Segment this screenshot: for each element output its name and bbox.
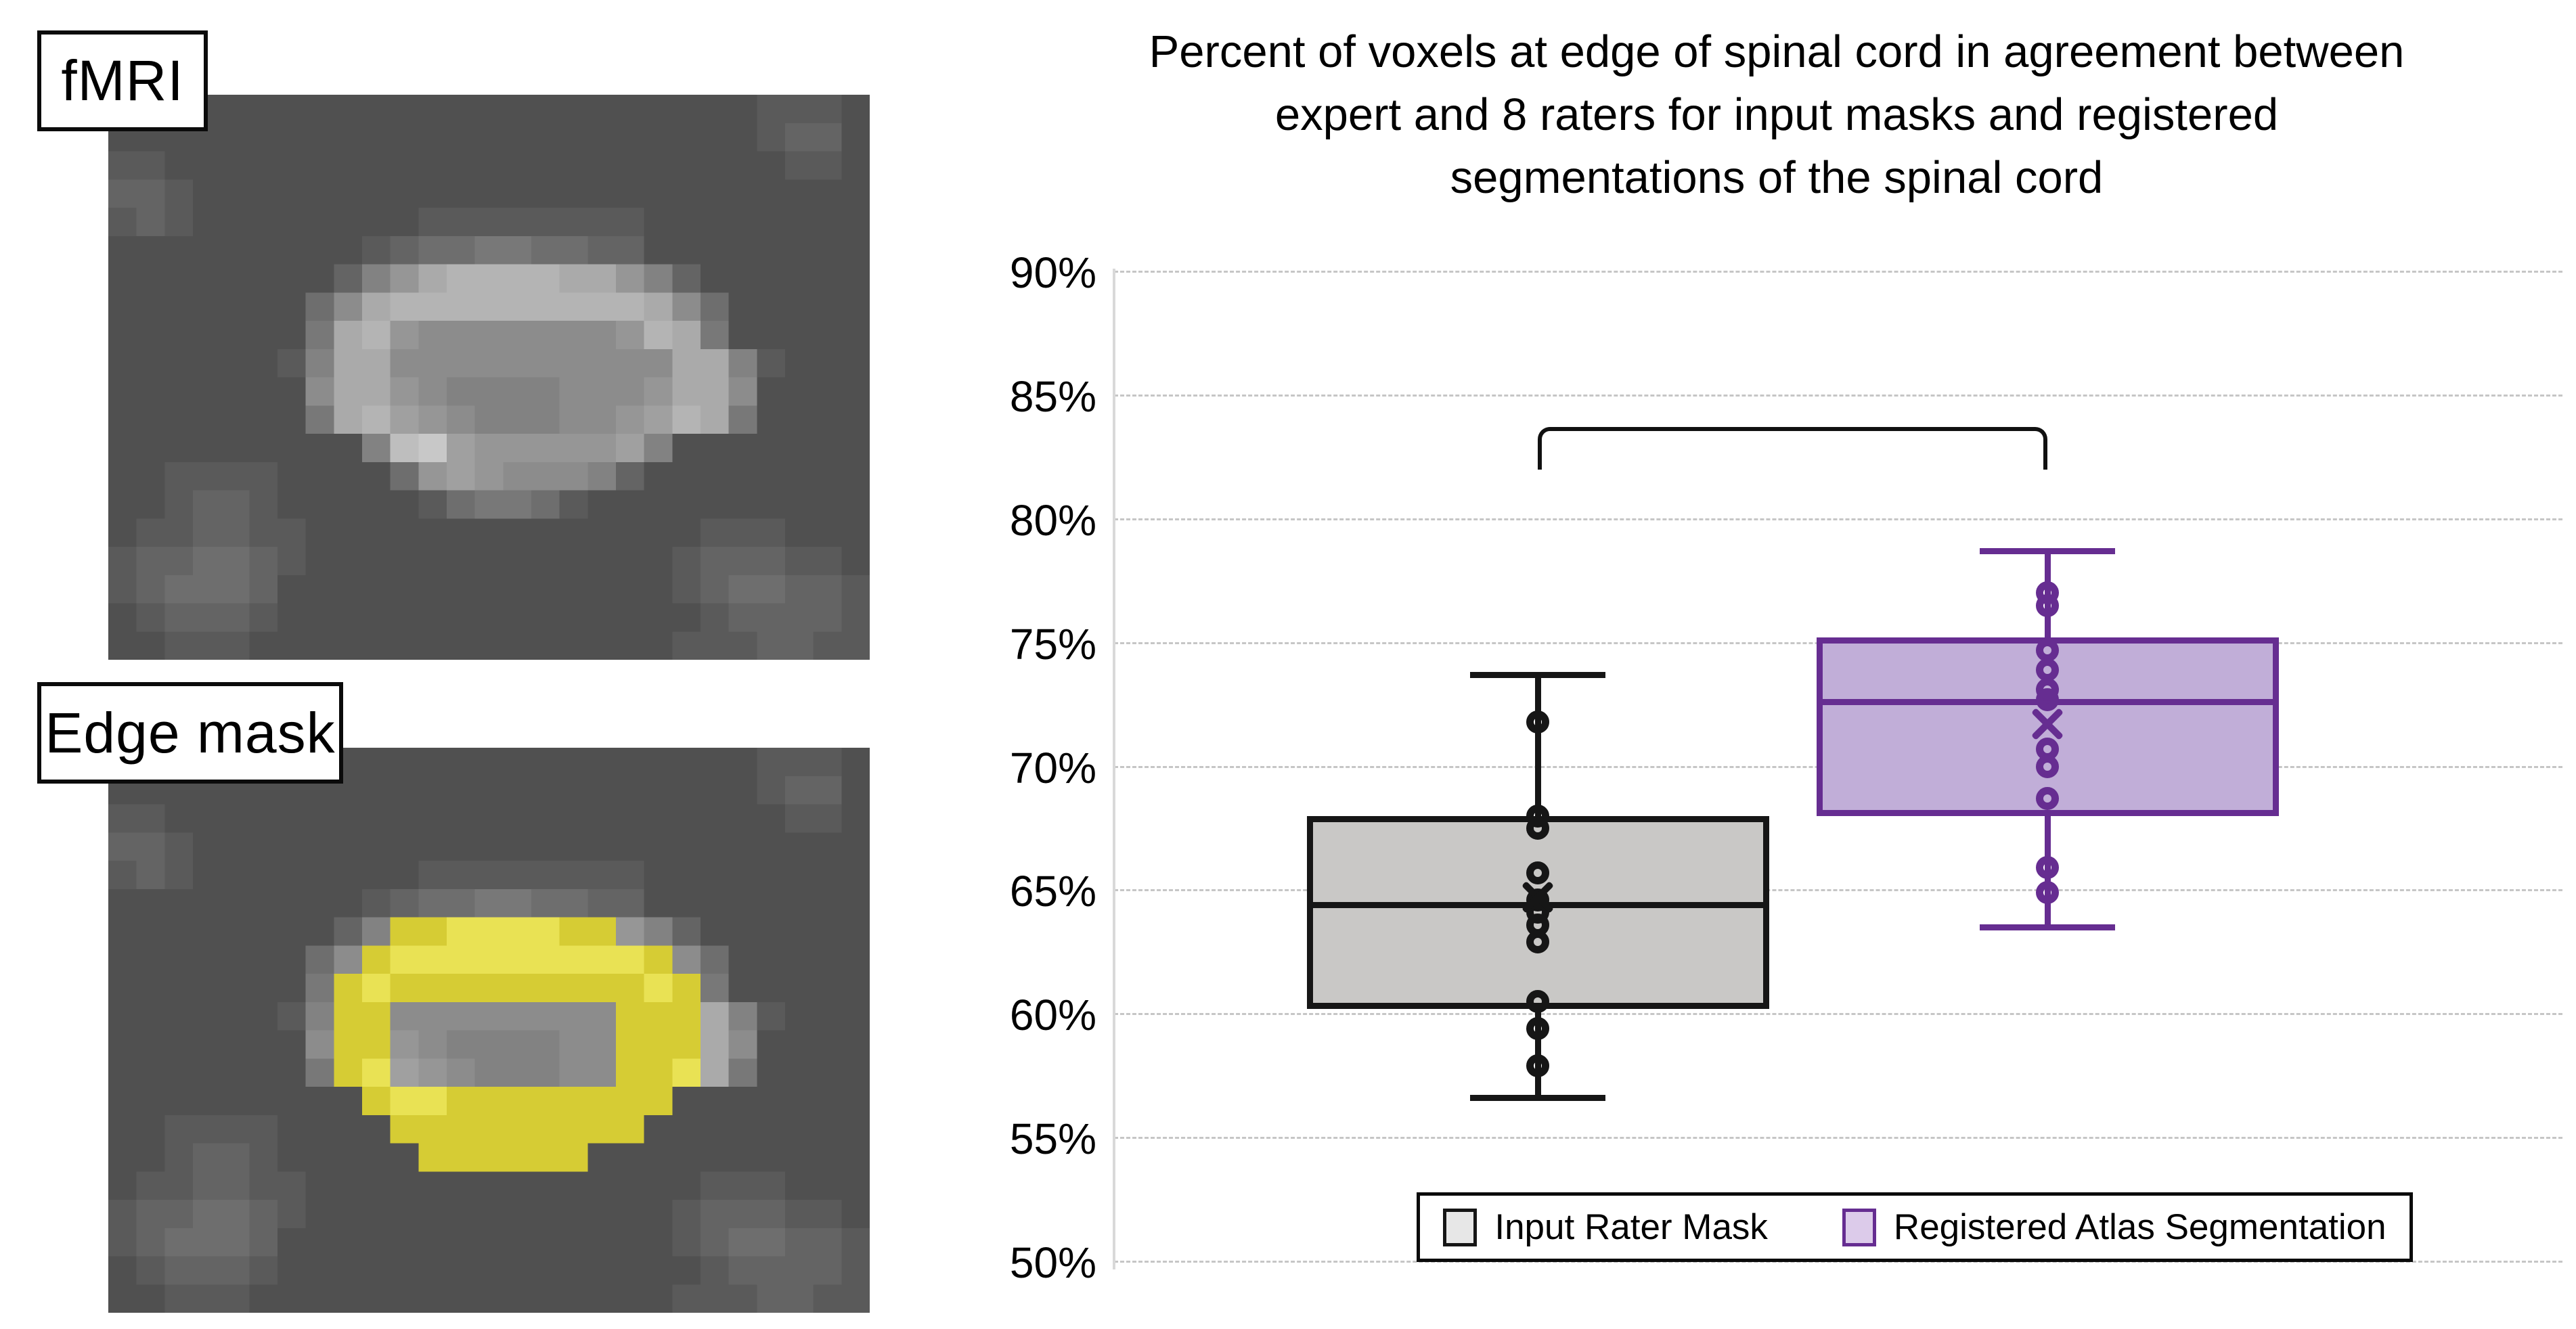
legend-swatch-purple-icon xyxy=(1842,1208,1876,1246)
y-tick-50: 50% xyxy=(1009,1238,1096,1287)
registered-atlas-segmentation-lower-cap xyxy=(1980,924,2115,930)
edge-mask-label: Edge mask xyxy=(37,682,343,784)
y-tick-90: 90% xyxy=(1009,248,1096,297)
legend-item-registered-atlas-segmentation: Registered Atlas Segmentation xyxy=(1842,1207,2386,1248)
gridline-85 xyxy=(1114,394,2562,397)
edge-mask-image xyxy=(108,748,870,1313)
y-tick-80: 80% xyxy=(1009,495,1096,545)
gridline-55 xyxy=(1114,1137,2562,1140)
input-rater-mask-mean-marker xyxy=(1522,881,1554,914)
registered-atlas-segmentation-point-1 xyxy=(2036,593,2059,617)
registered-atlas-segmentation-point-8 xyxy=(2036,787,2059,811)
fmri-label-text: fMRI xyxy=(61,49,184,112)
chart-title: Percent of voxels at edge of spinal cord… xyxy=(981,20,2572,209)
y-tick-75: 75% xyxy=(1009,619,1096,669)
input-rater-mask-point-0 xyxy=(1526,710,1549,734)
input-rater-mask-point-10 xyxy=(1526,1054,1549,1078)
fmri-label: fMRI xyxy=(37,30,208,131)
y-tick-85: 85% xyxy=(1009,371,1096,421)
legend-swatch-gray-icon xyxy=(1443,1208,1478,1246)
registered-atlas-segmentation-upper-cap xyxy=(1980,547,2115,554)
fmri-image xyxy=(108,95,870,660)
input-rater-mask-point-2 xyxy=(1526,816,1549,840)
gridline-60 xyxy=(1114,1013,2562,1016)
registered-atlas-segmentation-point-3 xyxy=(2036,658,2059,681)
gridline-90 xyxy=(1114,271,2562,273)
significance-bracket xyxy=(1538,427,2047,470)
input-rater-mask-lower-cap xyxy=(1470,1095,1605,1102)
y-tick-60: 60% xyxy=(1009,991,1096,1040)
input-rater-mask-point-8 xyxy=(1526,989,1549,1013)
input-rater-mask-upper-whisker xyxy=(1534,675,1541,816)
registered-atlas-segmentation-point-9 xyxy=(2036,856,2059,880)
legend: Input Rater Mask Registered Atlas Segmen… xyxy=(1417,1192,2413,1262)
chart-title-line-1: Percent of voxels at edge of spinal cord… xyxy=(1149,26,2405,77)
registered-atlas-segmentation-point-10 xyxy=(2036,881,2059,905)
y-tick-65: 65% xyxy=(1009,867,1096,916)
chart-title-line-2: expert and 8 raters for input masks and … xyxy=(1274,89,2279,140)
registered-atlas-segmentation-point-2 xyxy=(2036,638,2059,662)
y-tick-70: 70% xyxy=(1009,743,1096,792)
gridline-80 xyxy=(1114,518,2562,520)
input-rater-mask-lower-whisker xyxy=(1534,1008,1541,1098)
y-tick-55: 55% xyxy=(1009,1114,1096,1164)
edge-mask-label-text: Edge mask xyxy=(45,700,336,765)
y-axis-line xyxy=(1113,269,1115,1269)
input-rater-mask-point-7 xyxy=(1526,930,1549,954)
input-rater-mask-point-3 xyxy=(1526,861,1549,884)
legend-label-registered-atlas-segmentation: Registered Atlas Segmentation xyxy=(1893,1207,2386,1247)
input-rater-mask-point-9 xyxy=(1526,1017,1549,1041)
legend-label-input-rater-mask: Input Rater Mask xyxy=(1494,1207,1768,1247)
input-rater-mask-upper-cap xyxy=(1470,671,1605,678)
registered-atlas-segmentation-point-7 xyxy=(2036,754,2059,778)
legend-item-input-rater-mask: Input Rater Mask xyxy=(1443,1207,1768,1248)
chart-title-line-3: segmentations of the spinal cord xyxy=(1450,152,2104,203)
gridline-65 xyxy=(1114,889,2562,892)
registered-atlas-segmentation-point-5 xyxy=(2036,688,2059,711)
registered-atlas-segmentation-mean-marker xyxy=(2031,708,2064,740)
